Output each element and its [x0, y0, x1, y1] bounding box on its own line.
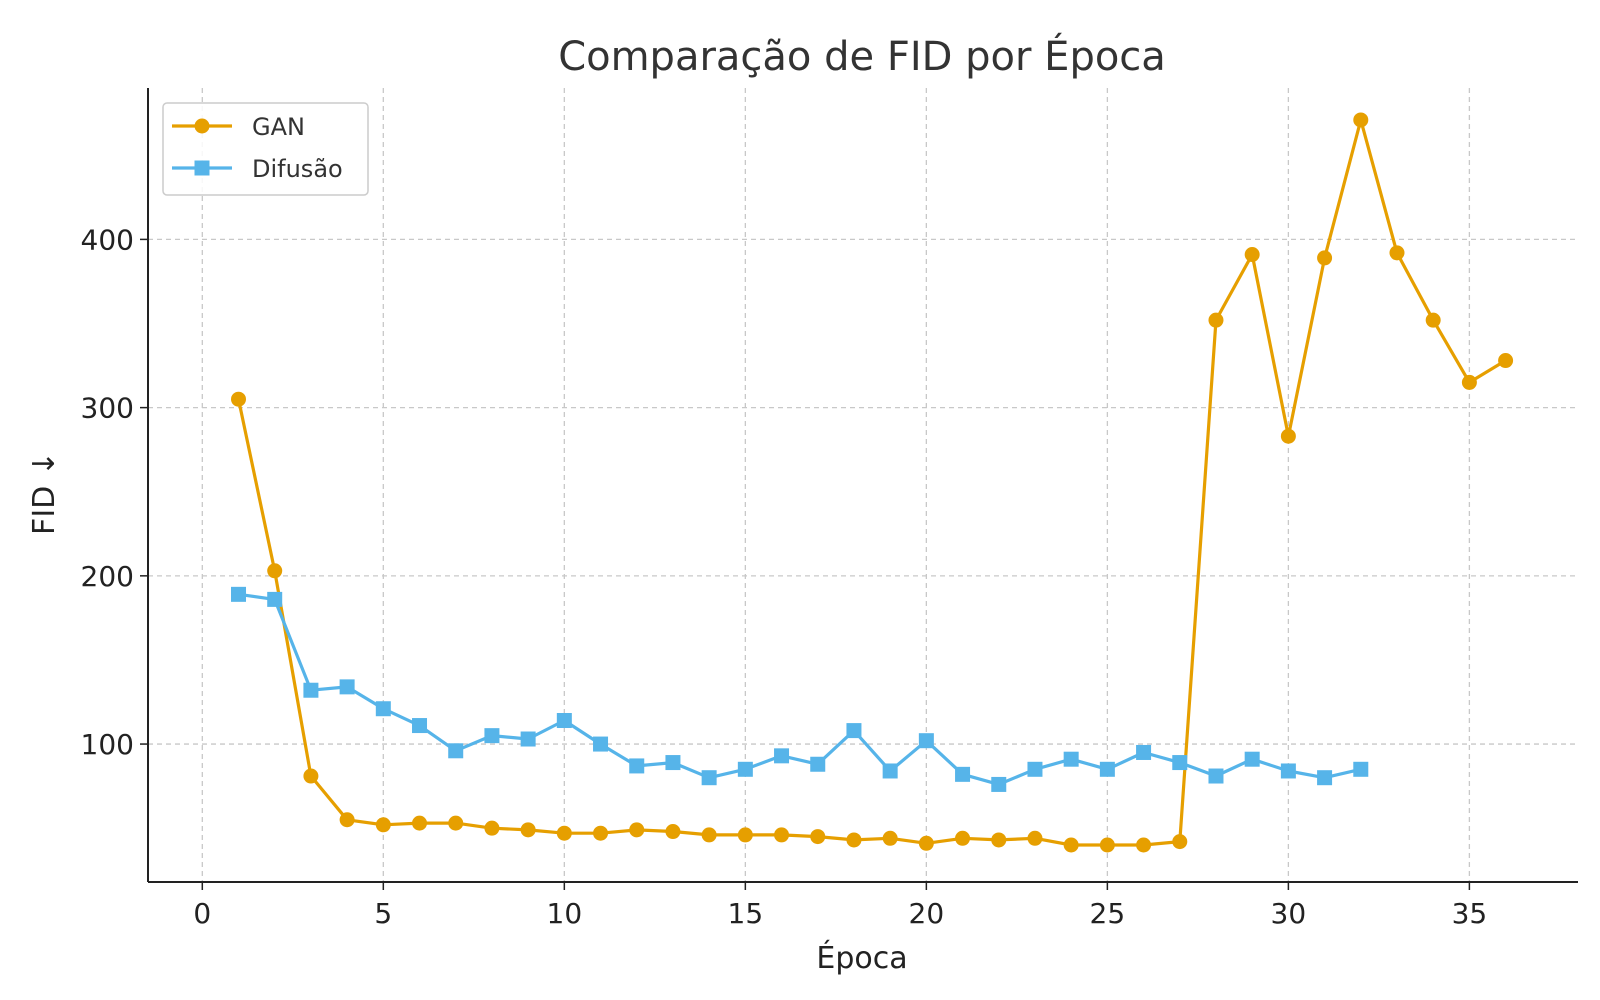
data-point: [737, 761, 753, 777]
data-point: [991, 776, 1007, 792]
x-tick-label: 25: [1090, 897, 1126, 930]
data-point: [267, 591, 283, 607]
data-point: [1389, 245, 1405, 261]
data-point: [1244, 751, 1260, 767]
data-point: [303, 768, 319, 784]
series-line: [238, 592, 1362, 787]
data-point: [1172, 834, 1188, 850]
data-point: [882, 830, 898, 846]
data-point: [846, 723, 862, 739]
data-point: [1244, 247, 1260, 263]
data-point: [665, 824, 681, 840]
data-point: [593, 736, 609, 752]
data-point: [1317, 250, 1333, 266]
data-point: [991, 832, 1007, 848]
data-point: [267, 563, 283, 579]
data-point: [1027, 761, 1043, 777]
data-point: [1027, 830, 1043, 846]
data-point: [1498, 353, 1514, 369]
data-point: [1099, 837, 1115, 853]
data-point: [484, 820, 500, 836]
data-point: [339, 812, 355, 828]
data-point: [1208, 768, 1224, 784]
y-tick-label: 100: [81, 728, 134, 761]
data-point: [520, 731, 536, 747]
grid-lines: [148, 88, 1578, 882]
data-point: [774, 827, 790, 843]
data-point: [955, 830, 971, 846]
data-point: [520, 822, 536, 838]
data-point: [556, 825, 572, 841]
axes: [140, 88, 1578, 890]
data-point: [303, 682, 319, 698]
legend-label: GAN: [252, 113, 305, 141]
data-point: [1353, 761, 1369, 777]
data-point: [918, 835, 934, 851]
series-layer: [231, 112, 1514, 853]
data-point: [774, 748, 790, 764]
data-point: [1208, 312, 1224, 328]
x-tick-label: 35: [1452, 897, 1488, 930]
y-axis-label: FID ↓: [27, 451, 62, 535]
tick-labels: 0 5 10 15 20 25 30 35 100 200 300 400: [81, 223, 1488, 930]
data-point: [629, 822, 645, 838]
x-tick-label: 15: [728, 897, 764, 930]
data-point: [1099, 761, 1115, 777]
data-point: [231, 391, 247, 407]
legend: GAN Difusão: [162, 102, 369, 196]
data-point: [665, 755, 681, 771]
data-point: [593, 825, 609, 841]
data-point: [918, 733, 934, 749]
data-point: [737, 827, 753, 843]
data-point: [1063, 837, 1079, 853]
x-tick-label: 0: [193, 897, 211, 930]
chart-title: Comparação de FID por Época: [558, 32, 1166, 80]
data-point: [1063, 751, 1079, 767]
data-point: [412, 718, 428, 734]
legend-item: Difusão: [172, 155, 343, 183]
data-point: [448, 815, 464, 831]
x-tick-label: 10: [547, 897, 583, 930]
series-line: [236, 118, 1507, 847]
data-point: [1280, 763, 1296, 779]
data-point: [882, 763, 898, 779]
data-point: [1280, 428, 1296, 444]
data-point: [810, 756, 826, 772]
data-point: [1425, 312, 1441, 328]
y-tick-label: 400: [81, 223, 134, 256]
data-point: [484, 728, 500, 744]
legend-label: Difusão: [252, 155, 343, 183]
y-tick-label: 300: [81, 392, 134, 425]
x-tick-label: 30: [1271, 897, 1307, 930]
data-point: [1136, 837, 1152, 853]
data-point: [448, 743, 464, 759]
data-point: [375, 817, 391, 833]
data-point: [701, 827, 717, 843]
legend-marker: [194, 160, 210, 176]
data-point: [375, 701, 391, 717]
data-point: [412, 815, 428, 831]
series-difusao: [231, 586, 1369, 792]
x-tick-label: 20: [909, 897, 945, 930]
data-point: [1136, 744, 1152, 760]
series-gan: [231, 112, 1514, 853]
data-point: [231, 586, 247, 602]
legend-marker: [194, 118, 210, 134]
data-point: [701, 770, 717, 786]
y-tick-label: 200: [81, 560, 134, 593]
data-point: [810, 829, 826, 845]
data-point: [556, 713, 572, 729]
data-point: [629, 758, 645, 774]
x-axis-label: Época: [816, 940, 907, 976]
data-point: [339, 679, 355, 695]
x-tick-label: 5: [374, 897, 392, 930]
data-point: [846, 832, 862, 848]
data-point: [1461, 374, 1477, 390]
data-point: [1172, 755, 1188, 771]
data-point: [1317, 770, 1333, 786]
legend-item: GAN: [172, 113, 305, 141]
data-point: [1353, 112, 1369, 128]
data-point: [955, 766, 971, 782]
